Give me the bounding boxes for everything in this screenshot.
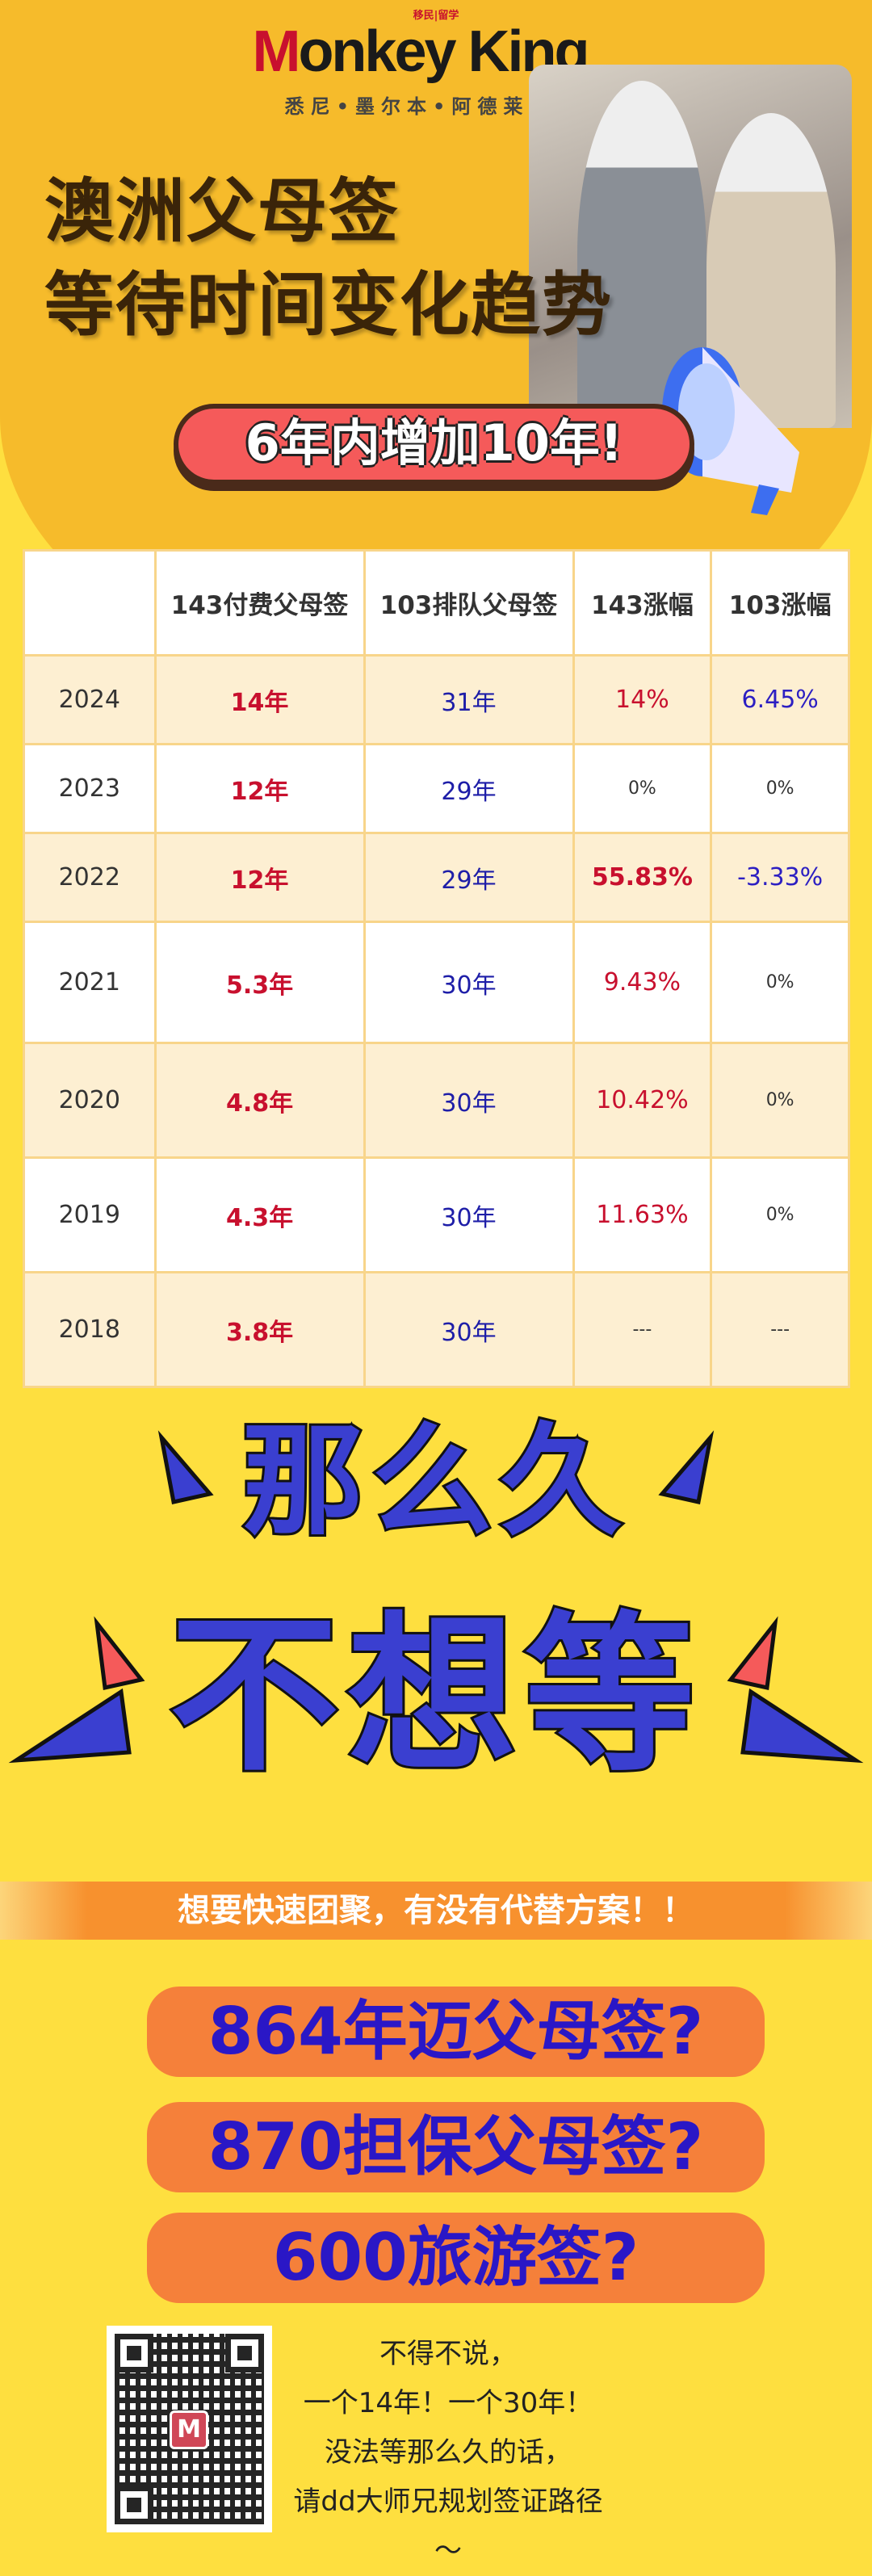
wait-103-cell: 30年: [363, 1042, 575, 1159]
qr-logo: M: [170, 2410, 208, 2449]
rise-143-cell: 55.83%: [572, 832, 713, 923]
option-600: 600旅游签?: [147, 2213, 765, 2303]
table-row: 2021 5.3年 30年 9.43% 0%: [23, 921, 850, 1044]
wait-103-cell: 29年: [363, 743, 575, 834]
rise-103-cell: 0%: [710, 1042, 850, 1159]
qr-code[interactable]: M: [107, 2326, 272, 2532]
logo-cities: 悉尼•墨尔本•阿德莱德: [284, 95, 555, 118]
header-cell: 103涨幅: [710, 549, 850, 657]
rise-143-cell: 10.42%: [572, 1042, 713, 1159]
year-cell: 2018: [23, 1271, 157, 1388]
table-row: 2023 12年 29年 0% 0%: [23, 743, 850, 834]
message-line: 不得不说，: [379, 2338, 517, 2370]
wait-143-cell: 4.8年: [153, 1042, 366, 1159]
table-row: 2024 14年 31年 14% 6.45%: [23, 654, 850, 745]
title-line2: 等待时间变化趋势: [44, 265, 613, 346]
wait-103-cell: 30年: [363, 921, 575, 1044]
table-header: 143付费父母签 103排队父母签 143涨幅 103涨幅: [23, 549, 850, 657]
rise-103-cell: -3.33%: [710, 832, 850, 923]
wait-103-cell: 30年: [363, 1156, 575, 1273]
table-row: 2022 12年 29年 55.83% -3.33%: [23, 832, 850, 923]
rise-143-cell: 14%: [572, 654, 713, 745]
message-line: 一个14年！一个30年！: [303, 2387, 593, 2419]
wait-143-cell: 14年: [153, 654, 366, 745]
header-cell: [23, 549, 157, 657]
closing-message: 不得不说， 一个14年！一个30年！ 没法等那么久的话， 请dd大师兄规划签证路…: [291, 2330, 606, 2576]
message-line: 请dd大师兄规划签证路径～: [293, 2486, 603, 2567]
wait-143-cell: 5.3年: [153, 921, 366, 1044]
wait-143-cell: 3.8年: [153, 1271, 366, 1388]
header-cell: 103排队父母签: [363, 549, 575, 657]
wait-103-cell: 31年: [363, 654, 575, 745]
monkey-king-logo: 移民|留学 Monkey King 悉尼•墨尔本•阿德莱德: [250, 10, 589, 119]
year-cell: 2020: [23, 1042, 157, 1159]
rise-143-cell: 9.43%: [572, 921, 713, 1044]
title-line1: 澳洲父母签: [44, 171, 400, 252]
year-cell: 2023: [23, 743, 157, 834]
wait-103-cell: 30年: [363, 1271, 575, 1388]
slogan-line1: 那么久: [240, 1409, 630, 1554]
megaphone-icon: [662, 347, 799, 515]
year-cell: 2024: [23, 654, 157, 745]
wait-143-cell: 12年: [153, 832, 366, 923]
header-cell: 143付费父母签: [153, 549, 366, 657]
rise-103-cell: 0%: [710, 921, 850, 1044]
table-row: 2020 4.8年 30年 10.42% 0%: [23, 1042, 850, 1159]
wait-103-cell: 29年: [363, 832, 575, 923]
wait-time-table: 143付费父母签 103排队父母签 143涨幅 103涨幅 2024 14年 31年…: [23, 549, 850, 1388]
year-cell: 2021: [23, 921, 157, 1044]
slogan-line2: 不想等: [167, 1594, 702, 1797]
rise-143-cell: ---: [572, 1271, 713, 1388]
rise-103-cell: ---: [710, 1271, 850, 1388]
alternative-banner: 想要快速团聚，有没有代替方案！！: [0, 1882, 872, 1940]
decorative-flares-icon: [8, 1430, 864, 1764]
header-cell: 143涨幅: [572, 549, 713, 657]
rise-143-cell: 11.63%: [572, 1156, 713, 1273]
table-row: 2018 3.8年 30年 --- ---: [23, 1271, 850, 1388]
increase-badge: 6年内增加10年!: [174, 404, 694, 485]
option-870: 870担保父母签?: [147, 2102, 765, 2192]
elderly-couple-photo: [529, 65, 852, 428]
logo-tagline: 移民|留学: [413, 10, 459, 22]
year-cell: 2019: [23, 1156, 157, 1273]
rise-103-cell: 0%: [710, 1156, 850, 1273]
table-row: 2019 4.3年 30年 11.63% 0%: [23, 1156, 850, 1273]
option-864: 864年迈父母签?: [147, 1987, 765, 2077]
message-line: 没法等那么久的话，: [325, 2436, 572, 2469]
year-cell: 2022: [23, 832, 157, 923]
wait-143-cell: 12年: [153, 743, 366, 834]
rise-103-cell: 6.45%: [710, 654, 850, 745]
rise-143-cell: 0%: [572, 743, 713, 834]
logo-m: M: [252, 19, 300, 84]
wait-143-cell: 4.3年: [153, 1156, 366, 1273]
rise-103-cell: 0%: [710, 743, 850, 834]
